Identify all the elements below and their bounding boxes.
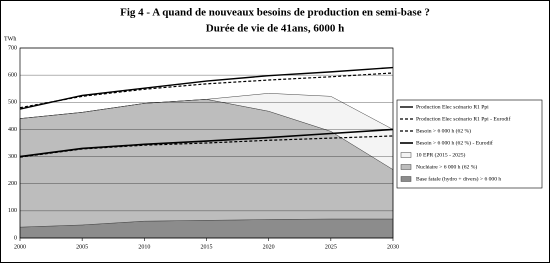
legend-box [396, 99, 543, 189]
x-tick-label: 2020 [263, 244, 275, 250]
legend-swatch [400, 152, 412, 158]
x-tick-label: 2000 [14, 244, 26, 250]
x-tick-label: 2025 [325, 244, 337, 250]
legend-label: Besoin > 6 000 h (62 %) - Eurodif [416, 139, 493, 146]
chart-subtitle: Durée de vie de 41ans, 6000 h [206, 23, 344, 35]
y-tick-label: 300 [8, 154, 17, 160]
legend-label: Besoin > 6 000 h (62 %) [416, 127, 471, 134]
x-tick-label: 2010 [138, 244, 150, 250]
y-tick-label: 200 [8, 181, 17, 187]
legend-label: 10 EPR (2015 - 2025) [416, 151, 466, 158]
chart-title: Fig 4 - A quand de nouveaux besoins de p… [120, 7, 430, 19]
x-tick-label: 2005 [76, 244, 88, 250]
y-tick-label: 700 [8, 45, 17, 51]
y-tick-label: 600 [8, 73, 17, 79]
x-tick-label: 2030 [387, 244, 399, 250]
legend-swatch [400, 176, 412, 182]
y-tick-label: 0 [14, 235, 17, 241]
legend-label: Nucléaire > 6 000 h (62 %) [416, 163, 477, 170]
y-axis-label: TWh [4, 36, 16, 42]
line [19, 135, 394, 158]
legend-label: Base fatale (hydro + divers) > 6 000 h [416, 175, 501, 182]
plot-area [19, 48, 394, 239]
y-tick-label: 100 [8, 208, 17, 214]
x-tick-label: 2015 [201, 244, 213, 250]
y-tick-label: 400 [8, 127, 17, 133]
legend-label: Production Elec scénario R1 Ppi [416, 104, 489, 110]
y-tick-label: 500 [8, 100, 17, 106]
legend-label: Production Elec scénario R1 Ppi - Eurodi… [416, 115, 511, 122]
line [19, 72, 394, 109]
plot-border [19, 47, 394, 239]
line [19, 66, 394, 110]
legend-swatch [400, 164, 412, 170]
